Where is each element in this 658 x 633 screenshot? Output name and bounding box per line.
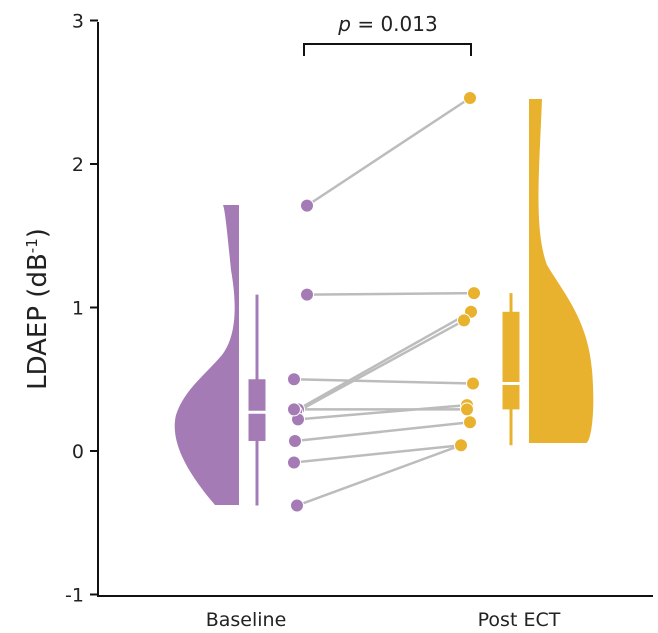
pair-line <box>297 403 468 421</box>
pair-line <box>296 444 462 507</box>
y-axis-title-superscript: -1 <box>23 238 41 253</box>
pair-line <box>293 444 462 464</box>
pair-line <box>295 319 465 414</box>
y-tick-label: 0 <box>72 441 84 463</box>
y-axis-title: LDAEP (dB-1) <box>23 228 53 390</box>
baseline-point <box>287 455 301 470</box>
baseline-box <box>248 379 266 441</box>
p-value-text: = 0.013 <box>351 12 438 36</box>
paired-lines <box>293 96 475 507</box>
pair-line <box>297 310 472 411</box>
post-ect-point <box>457 313 471 328</box>
baseline-point <box>287 402 301 417</box>
baseline-point <box>290 498 304 513</box>
pair-line <box>306 291 475 296</box>
y-tick-label: -1 <box>65 585 84 607</box>
pair-line <box>306 96 471 207</box>
post-ect-point <box>463 90 477 105</box>
baseline-point <box>287 372 301 387</box>
significance-bracket <box>303 43 472 56</box>
y-axis-title-close: ) <box>23 228 53 238</box>
post-ect-point <box>454 438 468 453</box>
baseline-point <box>300 198 314 213</box>
post-ect-point <box>466 376 480 391</box>
pair-line <box>293 378 474 385</box>
pair-line <box>294 421 471 443</box>
post-ect-points <box>454 90 481 453</box>
post-ect-point <box>463 415 477 430</box>
baseline-point <box>288 433 302 448</box>
baseline-half-violin <box>174 205 239 505</box>
x-tick-label-post-ect: Post ECT <box>478 609 561 631</box>
baseline-boxplot <box>248 294 266 506</box>
y-tick-label: 2 <box>72 154 84 176</box>
y-ticks: -1 0 1 2 3 <box>65 11 98 607</box>
post-ect-boxplot <box>502 293 520 446</box>
p-symbol: p <box>337 12 351 36</box>
post-ect-point <box>467 286 481 301</box>
x-tick-label-baseline: Baseline <box>206 609 287 631</box>
post-ect-half-violin <box>529 99 594 443</box>
y-tick-label: 1 <box>72 298 84 320</box>
baseline-point <box>300 287 314 302</box>
post-ect-box <box>502 311 520 410</box>
y-tick-label: 3 <box>72 11 84 33</box>
post-ect-point <box>460 402 474 417</box>
p-value-label: p = 0.013 <box>337 12 437 36</box>
baseline-points <box>287 198 314 513</box>
y-axis-title-main: LDAEP (dB <box>23 253 53 390</box>
